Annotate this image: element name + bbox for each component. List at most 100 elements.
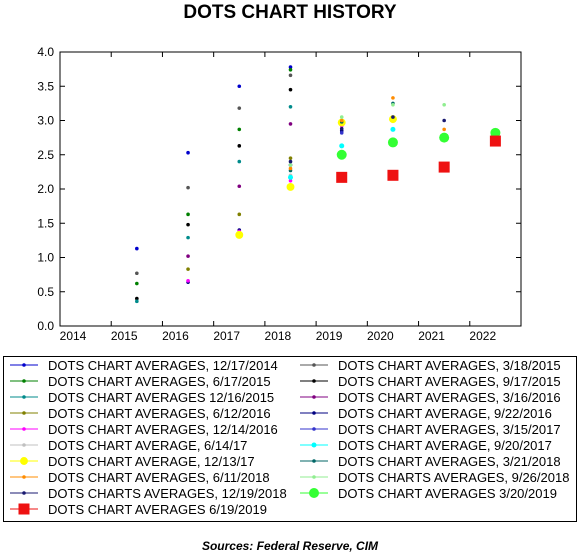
data-point bbox=[288, 68, 293, 72]
legend-marker bbox=[22, 395, 26, 399]
data-point bbox=[288, 65, 293, 69]
data-point bbox=[288, 122, 293, 126]
legend-label: DOTS CHART AVERAGES, 12/14/2016 bbox=[48, 422, 278, 437]
data-point bbox=[237, 127, 242, 132]
data-point bbox=[186, 212, 190, 217]
data-point bbox=[390, 126, 396, 132]
data-point bbox=[288, 105, 293, 109]
data-points bbox=[135, 65, 501, 304]
data-point bbox=[135, 299, 139, 304]
data-point bbox=[135, 246, 139, 251]
legend-label: DOTS CHART AVERAGE, 12/13/17 bbox=[48, 454, 255, 469]
legend-label: DOTS CHART AVERAGE, 9/20/2017 bbox=[338, 438, 552, 453]
data-point bbox=[336, 149, 347, 160]
data-point bbox=[237, 84, 242, 89]
data-point bbox=[336, 171, 348, 183]
data-point bbox=[388, 115, 397, 124]
legend-marker bbox=[18, 503, 30, 515]
data-point bbox=[237, 144, 242, 148]
legend-marker bbox=[20, 457, 28, 465]
data-point bbox=[186, 235, 190, 240]
data-point bbox=[442, 102, 446, 107]
y-tick-label: 1.5 bbox=[37, 216, 54, 230]
legend-marker bbox=[312, 379, 316, 383]
data-point bbox=[391, 102, 395, 107]
legend-label: DOTS CHART AVERAGES, 3/18/2015 bbox=[338, 358, 561, 373]
data-point bbox=[288, 159, 293, 164]
y-tick-label: 3.0 bbox=[37, 114, 54, 128]
legend-marker bbox=[22, 363, 26, 367]
y-tick-label: 4.0 bbox=[37, 45, 54, 59]
data-point bbox=[286, 182, 295, 191]
data-point bbox=[288, 156, 293, 160]
legend-label: DOTS CHART AVERAGE, 6/14/17 bbox=[48, 438, 247, 453]
legend-label: DOTS CHART AVERAGES, 3/15/2017 bbox=[338, 422, 561, 437]
y-tick-label: 1.0 bbox=[37, 251, 54, 265]
legend-label: DOTS CHART AVERAGES, 3/21/2018 bbox=[338, 454, 561, 469]
data-point bbox=[186, 222, 190, 227]
legend-label: DOTS CHART AVERAGES, 6/17/2015 bbox=[48, 374, 271, 389]
data-point bbox=[288, 163, 293, 167]
y-tick-label: 2.0 bbox=[37, 182, 54, 196]
y-tick-label: 0.0 bbox=[37, 319, 54, 333]
data-point bbox=[186, 278, 190, 283]
data-point bbox=[288, 166, 293, 171]
x-tick-label: 2021 bbox=[418, 329, 445, 343]
data-point bbox=[186, 185, 190, 190]
x-tick-label: 2018 bbox=[265, 329, 292, 343]
data-point bbox=[135, 296, 139, 301]
legend-label: DOTS CHART AVERAGES, 9/17/2015 bbox=[338, 374, 561, 389]
legend-box bbox=[3, 356, 577, 522]
legend-label: DOTS CHART AVERAGES 6/19/2019 bbox=[48, 502, 267, 517]
legend-marker bbox=[312, 411, 316, 415]
data-point bbox=[186, 150, 190, 155]
data-point bbox=[339, 143, 345, 149]
data-point bbox=[391, 96, 395, 100]
x-tick-label: 2022 bbox=[469, 329, 496, 343]
legend-label: DOTS CHART AVERAGES 12/16/2015 bbox=[48, 390, 274, 405]
data-point bbox=[237, 212, 242, 217]
x-tick-label: 2016 bbox=[162, 329, 189, 343]
legend-marker bbox=[312, 475, 316, 479]
legend-label: DOTS CHART AVERAGES 3/20/2019 bbox=[338, 486, 557, 501]
y-tick-label: 0.5 bbox=[37, 285, 54, 299]
y-tick-label: 2.5 bbox=[37, 148, 54, 162]
data-point bbox=[237, 159, 242, 164]
legend-label: DOTS CHART AVERAGES, 6/12/2016 bbox=[48, 406, 271, 421]
legend-marker bbox=[22, 379, 26, 383]
x-tick-label: 2020 bbox=[367, 329, 394, 343]
legend-marker bbox=[22, 427, 26, 431]
data-point bbox=[135, 271, 139, 276]
legend-label: DOTS CHARTS AVERAGES, 9/26/2018 bbox=[338, 470, 569, 485]
data-point bbox=[339, 118, 344, 123]
data-point bbox=[339, 126, 344, 131]
legend-marker bbox=[22, 443, 26, 447]
legend-marker bbox=[22, 491, 26, 495]
data-point bbox=[442, 118, 446, 123]
data-point bbox=[288, 87, 293, 92]
legend-marker bbox=[312, 395, 316, 399]
x-tick-label: 2014 bbox=[60, 329, 87, 343]
legend: DOTS CHART AVERAGES, 12/17/2014 DOTS CHAR… bbox=[10, 358, 569, 517]
source-note: Sources: Federal Reserve, CIM bbox=[201, 539, 379, 553]
data-point bbox=[490, 127, 501, 138]
chart-title: DOTS CHART HISTORY bbox=[183, 2, 397, 23]
data-point bbox=[489, 135, 501, 147]
data-point bbox=[339, 131, 344, 135]
data-point bbox=[237, 106, 242, 110]
data-point bbox=[439, 132, 450, 143]
data-point bbox=[186, 254, 190, 258]
x-tick-label: 2015 bbox=[111, 329, 138, 343]
data-point bbox=[235, 230, 244, 239]
legend-marker bbox=[311, 442, 317, 448]
x-tick-label: 2019 bbox=[316, 329, 343, 343]
x-tick-label: 2017 bbox=[213, 329, 240, 343]
legend-marker bbox=[22, 475, 26, 479]
legend-label: DOTS CHARTS AVERAGES, 12/19/2018 bbox=[48, 486, 287, 501]
data-point bbox=[237, 184, 242, 189]
data-point bbox=[387, 169, 399, 181]
data-point bbox=[135, 281, 139, 286]
data-point bbox=[438, 161, 450, 173]
data-point bbox=[186, 267, 190, 271]
data-point bbox=[442, 127, 446, 132]
